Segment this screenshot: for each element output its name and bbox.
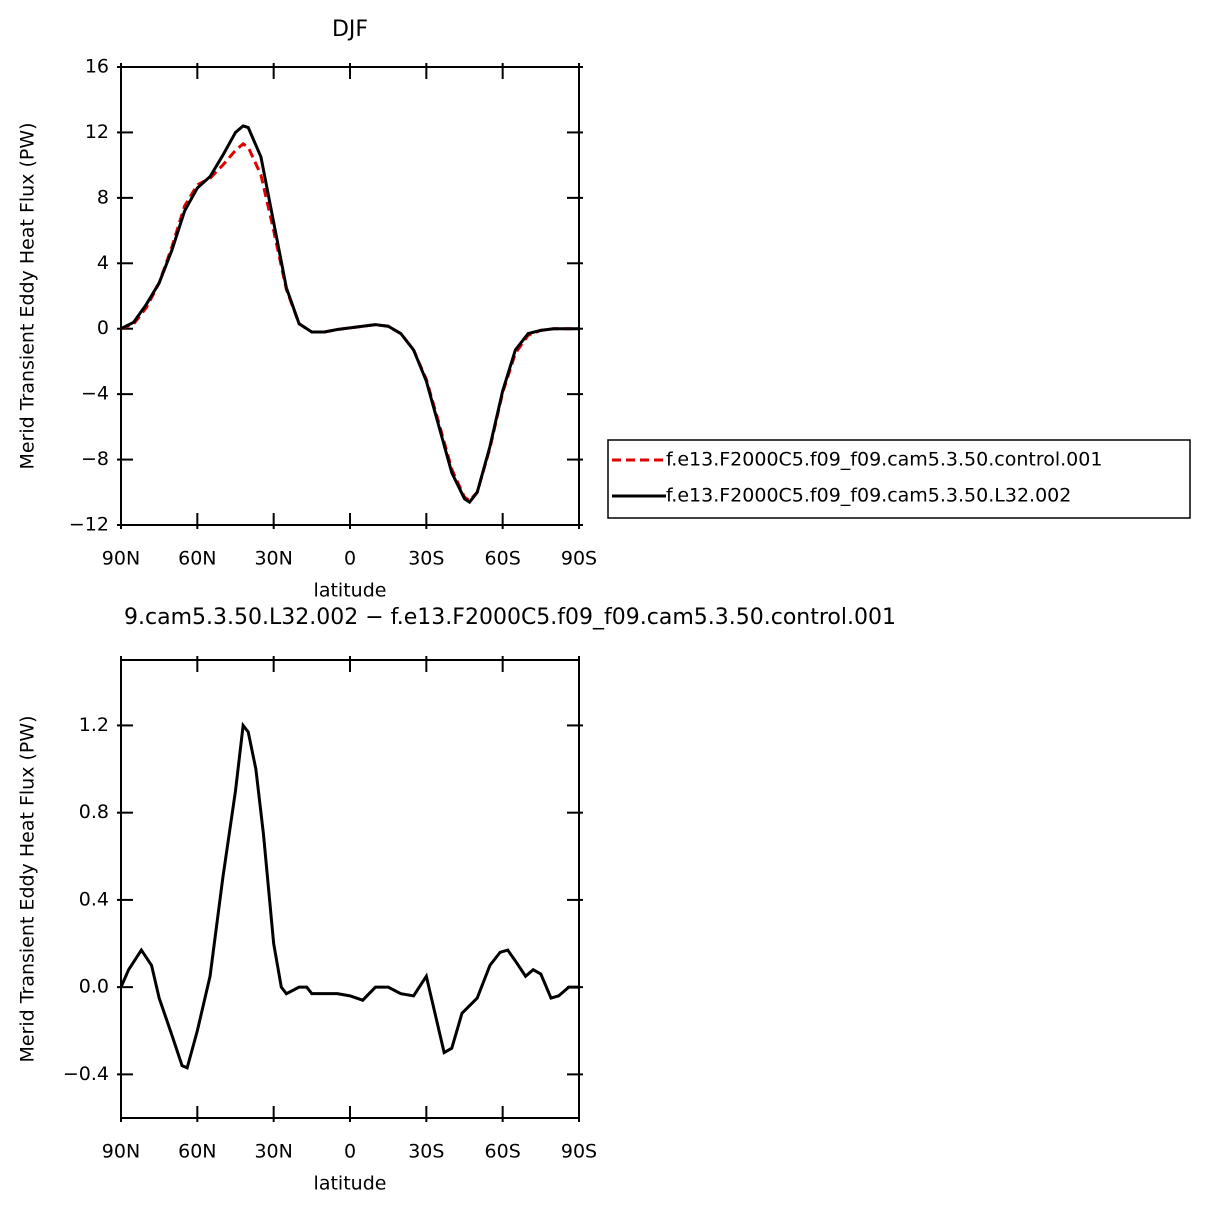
x-tick-label: 30N bbox=[254, 548, 292, 570]
data-line bbox=[120, 124, 579, 505]
y-tick-label: 8 bbox=[97, 186, 109, 208]
y-tick-label: 0 bbox=[97, 317, 109, 339]
x-tick-label: 30S bbox=[408, 548, 444, 570]
legend-label: f.e13.F2000C5.f09_f09.cam5.3.50.control.… bbox=[666, 449, 1102, 471]
y-tick-label: 1.2 bbox=[79, 714, 109, 736]
y-axis-label: Merid Transient Eddy Heat Flux (PW) bbox=[17, 715, 39, 1062]
data-line bbox=[120, 142, 579, 503]
legend-box bbox=[607, 439, 1191, 519]
x-tick-label: 90N bbox=[102, 548, 140, 570]
x-tick-label: 90S bbox=[561, 1141, 597, 1163]
x-tick-label: 60S bbox=[485, 548, 521, 570]
y-tick-label: −8 bbox=[81, 448, 109, 470]
x-tick-label: 30N bbox=[254, 1141, 292, 1163]
chart-title: DJF bbox=[332, 17, 368, 42]
legend-label: f.e13.F2000C5.f09_f09.cam5.3.50.L32.002 bbox=[666, 485, 1071, 507]
y-tick-label: 12 bbox=[85, 121, 109, 143]
plot-frame bbox=[120, 66, 580, 526]
y-tick-label: −12 bbox=[69, 514, 109, 536]
y-tick-label: −4 bbox=[81, 383, 109, 405]
x-tick-label: 90N bbox=[102, 1141, 140, 1163]
x-tick-label: 60S bbox=[485, 1141, 521, 1163]
x-tick-label: 60N bbox=[178, 1141, 216, 1163]
y-tick-label: −0.4 bbox=[63, 1063, 109, 1085]
x-tick-label: 60N bbox=[178, 548, 216, 570]
y-tick-label: 4 bbox=[97, 252, 109, 274]
data-line bbox=[119, 721, 579, 1070]
plot-frame bbox=[120, 659, 580, 1119]
x-axis-label: latitude bbox=[314, 1173, 387, 1195]
y-tick-label: 0.0 bbox=[79, 976, 109, 998]
y-tick-label: 0.4 bbox=[79, 888, 109, 910]
y-axis-label: Merid Transient Eddy Heat Flux (PW) bbox=[17, 122, 39, 469]
chart-title: 9.cam5.3.50.L32.002 − f.e13.F2000C5.f09_… bbox=[124, 605, 896, 630]
x-tick-label: 30S bbox=[408, 1141, 444, 1163]
x-tick-label: 0 bbox=[344, 548, 356, 570]
x-tick-label: 90S bbox=[561, 548, 597, 570]
y-tick-label: 0.8 bbox=[79, 801, 109, 823]
x-tick-label: 0 bbox=[344, 1141, 356, 1163]
y-tick-label: 16 bbox=[85, 56, 109, 78]
x-axis-label: latitude bbox=[314, 580, 387, 602]
